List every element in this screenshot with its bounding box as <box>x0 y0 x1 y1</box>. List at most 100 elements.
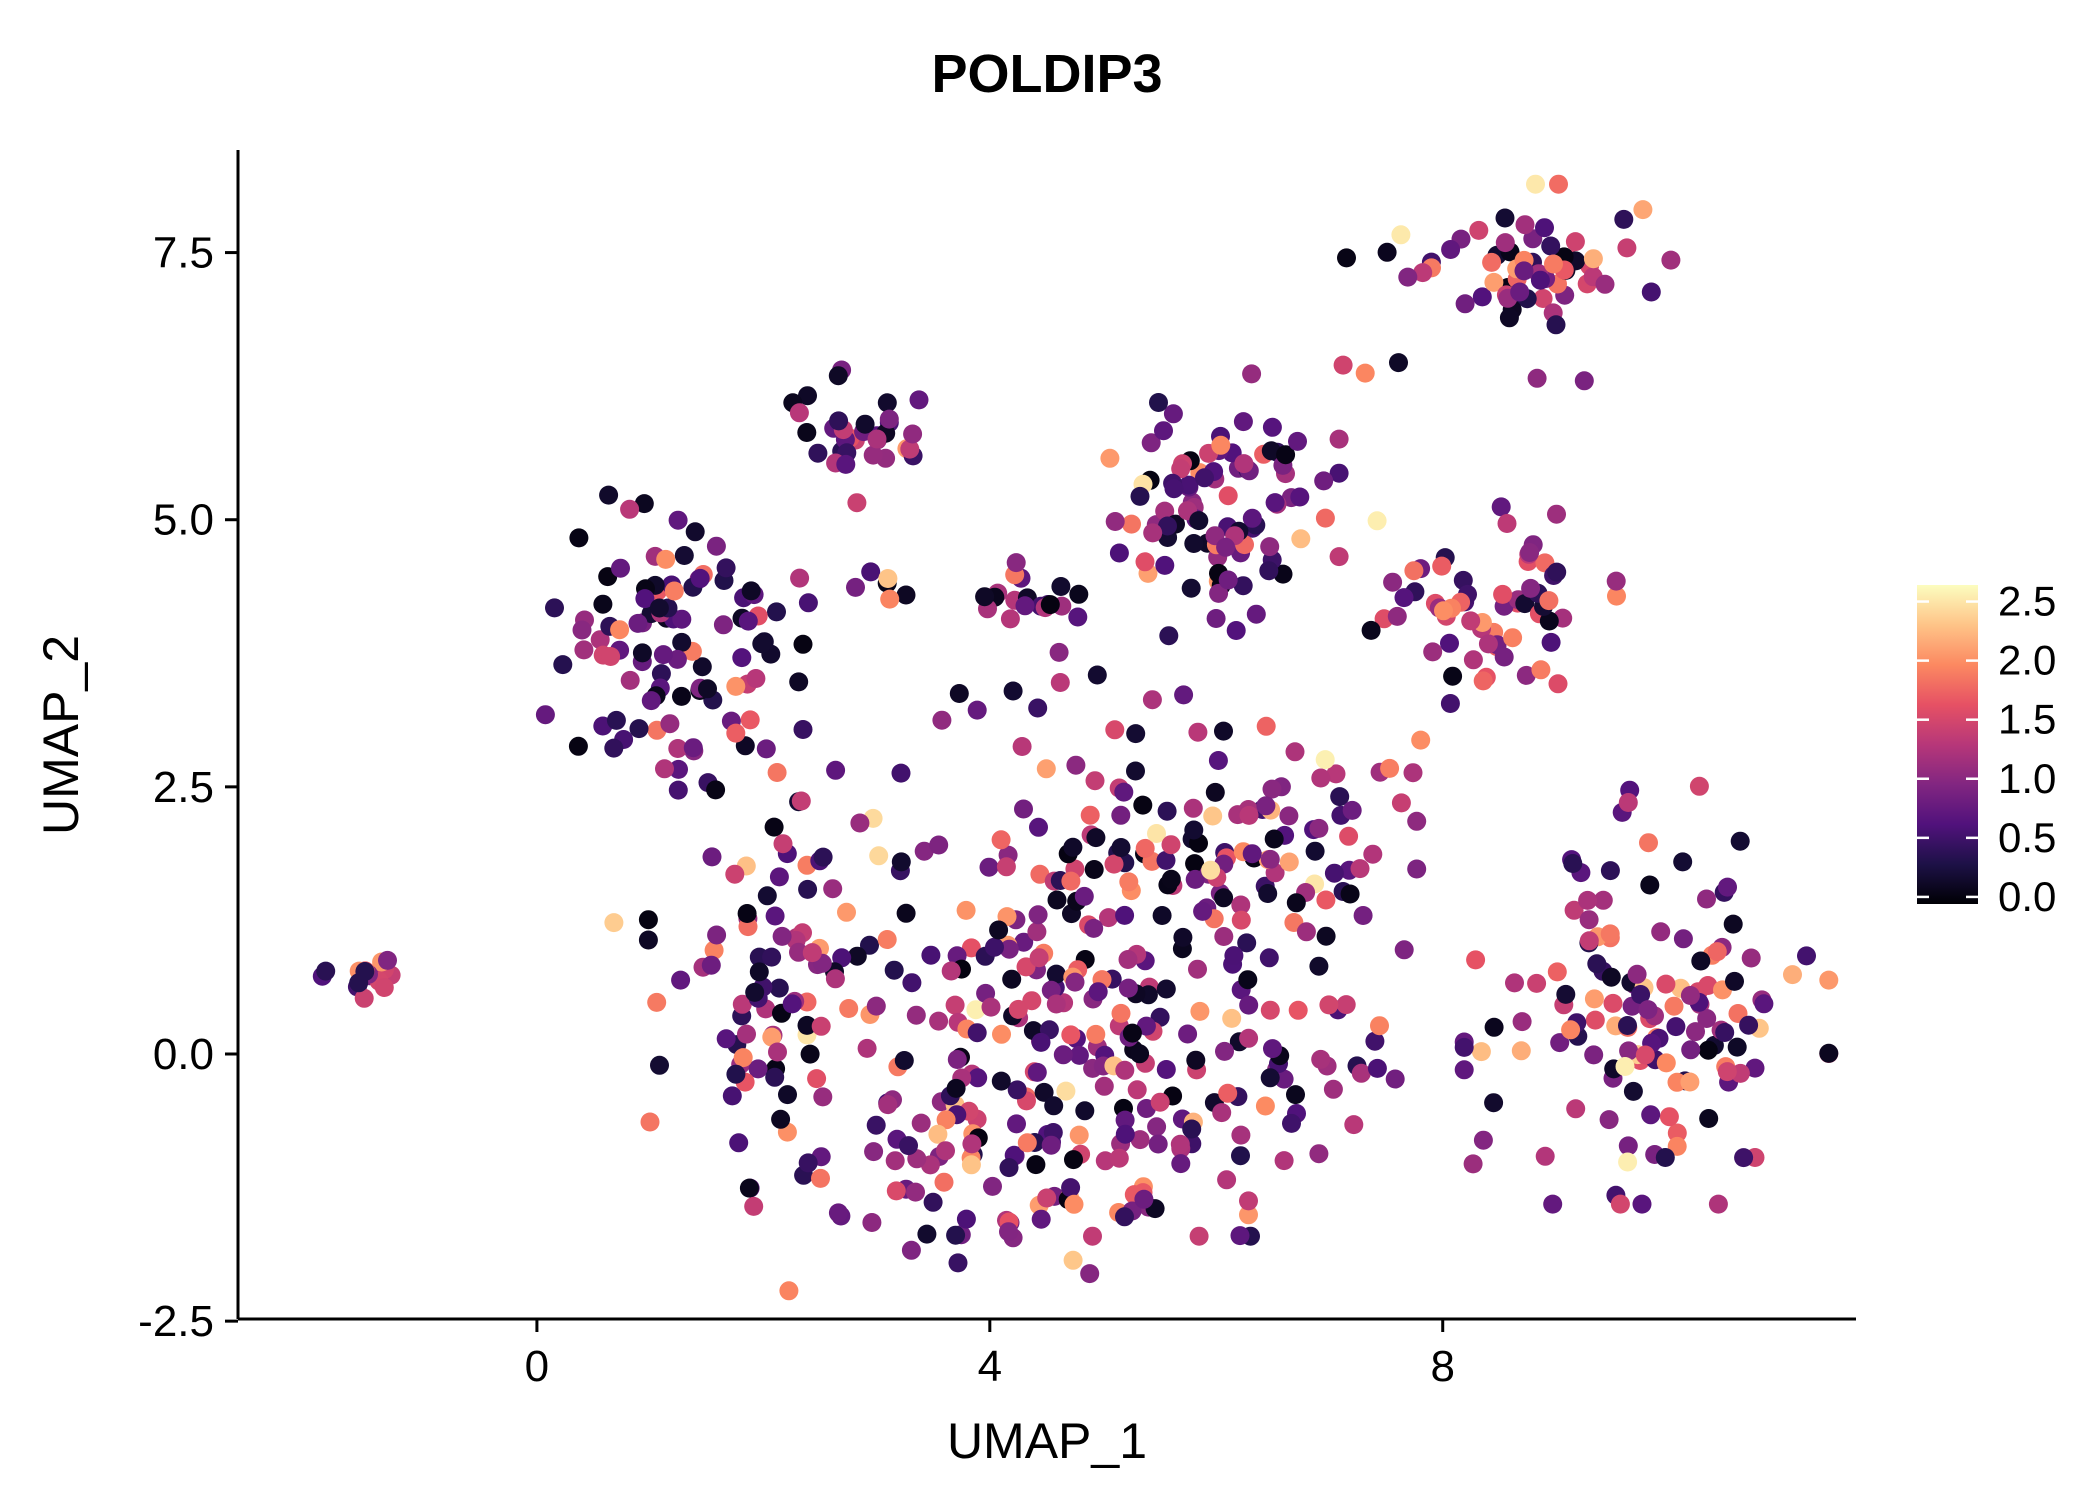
data-point <box>1214 721 1233 741</box>
data-point <box>1472 287 1492 307</box>
data-point <box>811 1168 830 1188</box>
data-point <box>1007 1080 1027 1100</box>
data-point <box>1234 454 1254 474</box>
legend-tick-label: 0.5 <box>1998 814 2056 861</box>
y-tick-label: 5.0 <box>153 496 214 545</box>
data-point <box>956 900 976 920</box>
data-point <box>1512 1012 1532 1032</box>
data-point <box>1638 1000 1658 1020</box>
legend-gradient-bar <box>1917 585 1978 904</box>
data-point <box>1718 877 1737 897</box>
data-point <box>674 546 694 565</box>
data-point <box>1627 964 1647 984</box>
data-point <box>1216 537 1236 557</box>
data-point <box>1008 999 1028 1019</box>
data-point <box>934 1172 954 1192</box>
data-point <box>757 886 777 906</box>
data-point <box>767 602 786 622</box>
data-point <box>1026 1155 1046 1175</box>
data-point <box>826 760 846 780</box>
x-axis-title: UMAP_1 <box>947 1413 1147 1469</box>
data-point <box>1389 353 1408 373</box>
data-point <box>1329 463 1349 483</box>
data-point <box>1330 787 1350 807</box>
data-point <box>1218 570 1238 590</box>
data-point <box>1336 995 1356 1015</box>
data-point <box>1667 1136 1687 1156</box>
data-point <box>1681 1040 1701 1060</box>
data-point <box>1661 250 1681 270</box>
data-point <box>1111 805 1131 825</box>
data-point <box>664 581 684 601</box>
data-point <box>1066 755 1086 775</box>
data-point <box>1061 1025 1081 1045</box>
data-point <box>941 961 961 981</box>
data-point <box>991 1071 1011 1091</box>
data-point <box>1122 514 1141 534</box>
data-point <box>1282 1113 1301 1133</box>
data-point <box>1007 1114 1026 1134</box>
data-point <box>1148 1134 1168 1154</box>
data-point <box>1361 620 1381 640</box>
data-point <box>672 609 692 629</box>
data-point <box>1491 497 1511 517</box>
legend-ticks <box>1917 600 1978 899</box>
data-point <box>1201 860 1221 880</box>
data-point <box>1391 225 1411 245</box>
data-point <box>1404 561 1424 581</box>
data-point <box>778 1085 797 1105</box>
data-point <box>629 719 649 739</box>
data-point <box>1051 577 1071 596</box>
data-point <box>739 1178 759 1198</box>
data-point <box>1394 940 1414 960</box>
data-point <box>1305 841 1325 861</box>
data-point <box>1680 1072 1700 1092</box>
data-point <box>1515 215 1535 235</box>
data-point <box>1365 1031 1385 1051</box>
data-point <box>1260 537 1280 557</box>
data-point <box>1499 308 1519 328</box>
data-point <box>1031 1209 1051 1229</box>
data-point <box>1606 571 1626 591</box>
data-point <box>1164 479 1184 499</box>
data-point <box>1697 1009 1717 1028</box>
data-point <box>1099 908 1118 928</box>
data-point <box>1484 1093 1504 1113</box>
data-point <box>683 738 703 758</box>
data-point <box>1655 1148 1675 1167</box>
data-point <box>1171 459 1191 479</box>
colorbar-legend: 0.0 0.5 1.0 1.5 2.0 2.5 <box>1917 578 2056 920</box>
data-point <box>773 834 793 854</box>
data-point <box>914 841 934 861</box>
data-point <box>921 945 941 965</box>
data-point <box>1242 364 1262 384</box>
data-point <box>1084 918 1104 938</box>
data-point <box>1526 174 1545 194</box>
data-point <box>1126 724 1146 744</box>
data-point <box>1074 886 1094 906</box>
y-tick-label: 2.5 <box>153 763 214 812</box>
data-point <box>729 1133 749 1153</box>
chart-title: POLDIP3 <box>931 44 1162 104</box>
data-point <box>1288 1000 1308 1020</box>
data-point <box>864 1142 884 1162</box>
data-point <box>999 1158 1019 1178</box>
data-point <box>1156 979 1176 999</box>
data-point <box>1171 1154 1191 1174</box>
data-point <box>765 1067 785 1087</box>
data-point <box>1242 844 1262 864</box>
data-point <box>1539 591 1559 611</box>
data-point <box>1633 200 1653 220</box>
data-point <box>1050 673 1070 692</box>
data-point <box>733 1048 753 1068</box>
data-point <box>1214 888 1234 908</box>
data-point <box>1618 1152 1638 1172</box>
data-point <box>1141 433 1161 453</box>
data-point <box>1206 609 1226 628</box>
data-point <box>1163 404 1183 424</box>
data-point <box>1547 962 1567 982</box>
data-point <box>1316 926 1336 946</box>
data-point <box>946 1225 966 1245</box>
data-point <box>732 994 752 1014</box>
data-point <box>847 946 867 966</box>
